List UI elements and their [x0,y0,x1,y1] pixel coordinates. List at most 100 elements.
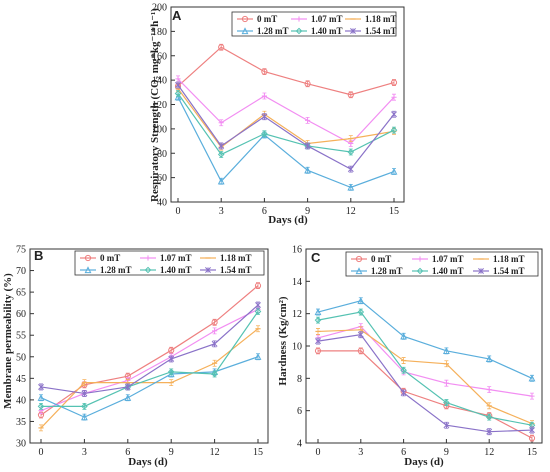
data-point [529,427,535,434]
data-point [304,142,311,149]
chart-xlabel: Days (d) [268,214,308,226]
data-point [175,76,181,82]
chart-panel-letter: B [34,248,43,263]
data-point [347,148,355,156]
series-line [317,311,533,426]
data-point [347,183,355,191]
x-tick-label: 6 [125,447,130,458]
data-point [218,120,224,126]
chart-ylabel: Hardness (Kg/cm²) [277,296,289,385]
data-point [217,177,225,185]
chart-panel-letter: C [311,250,321,265]
chart-ylabel: Respiratory Strength (CO₂ mg*kg⁻¹*h⁻¹) [149,8,161,202]
data-point [168,347,175,354]
series-line [318,350,533,439]
x-tick-label: 12 [210,447,220,458]
legend-marker [417,256,423,262]
data-point [485,413,493,421]
data-point [254,353,262,360]
series-line [177,46,395,96]
legend-marker [295,27,303,35]
data-point [261,93,267,99]
data-point [81,403,88,410]
y-tick-label: 65 [16,288,26,299]
data-point [400,389,407,396]
x-tick-label: 15 [253,447,263,458]
chart-ylabel: Membrane permeability (%) [2,273,14,409]
y-tick-label: 40 [16,395,26,406]
y-tick-label: 60 [157,173,167,184]
x-tick-label: 3 [358,447,363,458]
legend-marker [355,255,363,263]
data-point [357,331,364,338]
series-line [317,334,533,433]
series-line [177,96,395,189]
y-tick-label: 70 [16,266,26,277]
y-tick-label: 75 [16,245,26,256]
data-point [390,126,398,134]
legend-marker [350,28,356,34]
data-point [391,94,397,100]
series-line [317,329,533,425]
data-point [80,413,88,421]
y-tick-label: 10 [292,342,302,353]
data-point [305,117,311,123]
y-tick-label: 14 [292,277,302,288]
data-point [304,166,312,174]
y-tick-label: 160 [152,51,167,62]
data-point [38,384,44,390]
data-point [528,374,536,382]
data-point [211,370,218,378]
data-point [211,340,218,347]
legend-marker [144,266,152,274]
chart-xlabel: Days (d) [404,456,444,468]
legend-marker [84,254,92,262]
x-tick-label: 3 [82,447,87,458]
y-tick-label: 50 [16,352,26,363]
y-tick-label: 40 [157,198,167,209]
data-point [261,130,268,138]
x-tick-label: 15 [527,447,537,458]
y-tick-label: 35 [16,417,26,428]
y-tick-label: 80 [157,149,167,160]
series-line [40,356,259,418]
chart-panel-letter: A [172,8,182,23]
data-point [168,355,175,362]
data-point [211,319,218,326]
data-point [347,91,354,98]
legend-label: 1.07 mT [432,254,464,264]
legend-label: 1.28 mT [371,266,403,276]
legend-marker [145,255,151,261]
x-tick-label: 9 [305,206,310,217]
series-line [40,328,259,429]
y-tick-label: 200 [152,3,167,14]
y-tick-label: 4 [297,439,302,450]
data-point [357,308,365,316]
legend-label: 0 mT [257,14,277,24]
legend-label: 1.54 mT [365,26,397,36]
data-point [124,384,131,390]
legend-label: 1.28 mT [100,265,132,275]
data-point [212,328,218,334]
x-tick-label: 0 [39,447,44,458]
chart-panel-b: Membrane permeability (%) Days (d) B 303… [2,245,269,468]
y-tick-label: 180 [152,27,167,38]
legend-label: 1.40 mT [432,266,464,276]
data-point [174,93,182,101]
data-point [304,80,311,87]
y-tick-label: 120 [152,100,167,111]
data-point [124,394,132,401]
series-line [177,84,395,170]
legend-marker [416,267,424,275]
data-point [81,390,88,397]
legend-label: 0 mT [100,253,120,263]
data-point [315,338,321,345]
data-point [261,113,268,120]
data-point [254,282,262,289]
data-point [486,428,493,435]
series-line [40,285,259,416]
legend-label: 1.18 mT [220,253,252,263]
series-line [41,311,259,407]
data-point [400,332,408,340]
legend-box [74,250,265,276]
